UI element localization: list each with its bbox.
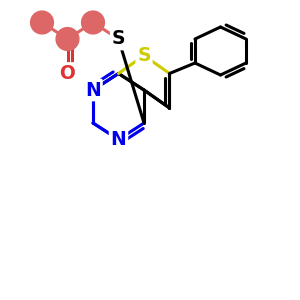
Text: N: N — [111, 130, 126, 149]
Circle shape — [56, 28, 79, 50]
Text: S: S — [137, 46, 151, 65]
Circle shape — [31, 11, 53, 34]
Text: O: O — [60, 64, 75, 83]
Text: N: N — [85, 80, 101, 100]
Circle shape — [82, 11, 104, 34]
Text: S: S — [112, 29, 125, 49]
